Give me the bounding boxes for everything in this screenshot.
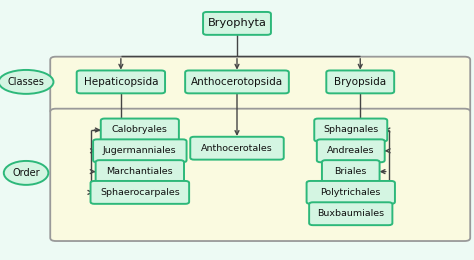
FancyBboxPatch shape <box>326 70 394 93</box>
Text: Calobryales: Calobryales <box>112 126 168 134</box>
FancyBboxPatch shape <box>190 137 284 160</box>
FancyBboxPatch shape <box>50 57 470 114</box>
Text: Polytrichales: Polytrichales <box>320 188 381 197</box>
Ellipse shape <box>4 161 48 185</box>
Text: Sphaerocarpales: Sphaerocarpales <box>100 188 180 197</box>
Text: Jugermanniales: Jugermanniales <box>103 146 177 155</box>
FancyBboxPatch shape <box>50 109 470 241</box>
FancyBboxPatch shape <box>101 119 179 141</box>
Text: Sphagnales: Sphagnales <box>323 126 378 134</box>
FancyBboxPatch shape <box>96 160 184 183</box>
Text: Order: Order <box>12 168 40 178</box>
FancyBboxPatch shape <box>314 119 387 141</box>
FancyBboxPatch shape <box>77 70 165 93</box>
FancyBboxPatch shape <box>322 160 380 183</box>
FancyBboxPatch shape <box>91 181 189 204</box>
Text: Briales: Briales <box>335 167 367 176</box>
FancyBboxPatch shape <box>307 181 395 204</box>
Text: Marchantiales: Marchantiales <box>107 167 173 176</box>
FancyBboxPatch shape <box>185 70 289 93</box>
Text: Classes: Classes <box>8 77 45 87</box>
FancyBboxPatch shape <box>309 202 392 225</box>
Text: Buxbaumiales: Buxbaumiales <box>317 209 384 218</box>
Text: Bryophyta: Bryophyta <box>208 18 266 28</box>
Text: Anthocerotales: Anthocerotales <box>201 144 273 153</box>
Text: Bryopsida: Bryopsida <box>334 77 386 87</box>
Ellipse shape <box>0 70 54 94</box>
FancyBboxPatch shape <box>93 139 187 162</box>
Text: Andreales: Andreales <box>327 146 374 155</box>
FancyBboxPatch shape <box>317 139 385 162</box>
Text: Hepaticopsida: Hepaticopsida <box>83 77 158 87</box>
Text: Anthocerotopsida: Anthocerotopsida <box>191 77 283 87</box>
FancyBboxPatch shape <box>203 12 271 35</box>
